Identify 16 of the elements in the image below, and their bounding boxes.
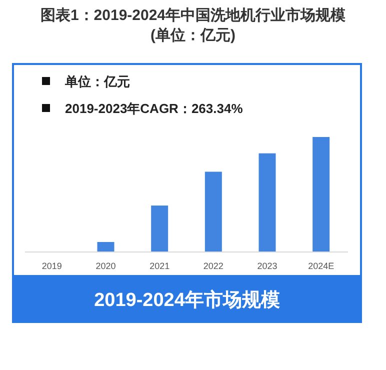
bar: [204, 172, 222, 252]
x-tick-label: 2023: [257, 261, 278, 271]
bar: [151, 206, 168, 252]
bar: [258, 153, 276, 252]
text: 单位：亿元: [64, 74, 130, 89]
chart-subtitle: (单位：亿元): [150, 27, 236, 44]
x-tick-label: 2024E: [308, 261, 334, 271]
chart-title: 图表1：2019-2024年中国洗地机行业市场规模: [40, 6, 347, 24]
text: 2019-2023年CAGR：263.34%: [65, 101, 244, 116]
x-tick-label: 2019: [42, 261, 62, 271]
text: 2019-2024年市场规模: [94, 289, 280, 311]
x-tick-label: 2020: [96, 261, 116, 271]
bar: [97, 242, 114, 252]
x-tick-label: 2022: [203, 261, 224, 271]
x-tick-label: 2021: [150, 261, 170, 271]
bar: [312, 137, 330, 252]
